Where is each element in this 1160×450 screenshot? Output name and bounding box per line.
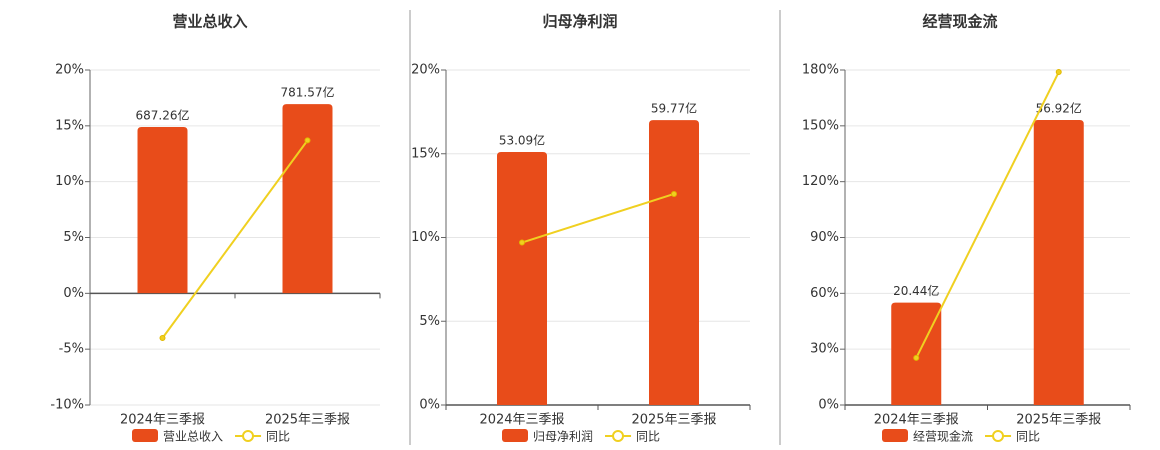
point [519,239,525,246]
point [159,335,166,341]
y-tick-label: 90% [810,230,839,245]
y-tick-label: 10% [55,174,84,189]
legend-swatch [992,430,1005,442]
chart-title: 归母净利润 [542,13,617,31]
data-label: 56.92亿 [1036,100,1082,115]
y-tick-label: 5% [419,314,440,329]
x-tick-label: 2024年三季报 [874,413,959,428]
data-label: 20.44亿 [893,283,939,298]
bar [891,302,942,405]
chart-title: 营业总收入 [172,13,247,31]
y-tick-label: 0% [818,398,839,413]
point [1055,69,1062,76]
point [913,354,920,361]
y-tick-label: 120% [802,174,839,189]
legend-label: 归母净利润 [533,430,593,444]
x-tick-label: 2025年三季报 [631,413,716,428]
y-tick-label: 0% [419,398,440,413]
y-tick-label: 15% [411,146,440,161]
line [161,139,309,339]
legend-label: 同比 [266,430,290,444]
y-tick-label: 60% [810,286,839,301]
y-tick-label: 30% [810,342,839,357]
legend-label: 营业总收入 [163,430,223,444]
y-tick-label: 0% [63,286,84,301]
y-tick-label: 20% [411,63,440,78]
data-label: 53.09亿 [499,133,545,148]
legend-swatch [502,429,528,442]
x-tick-label: 2024年三季报 [120,413,205,428]
line [521,192,675,244]
x-tick-label: 2024年三季报 [479,413,564,428]
legend-swatch [132,429,158,442]
line [915,71,1060,359]
y-tick-label: 10% [411,230,440,245]
point [671,190,677,197]
bar [1033,119,1084,406]
y-tick-label: 150% [802,118,839,133]
legend-label: 同比 [1016,430,1040,444]
point [304,137,311,144]
y-tick-label: 180% [802,63,839,78]
legend-swatch [882,429,908,442]
y-tick-label: 20% [55,63,84,78]
chart-title: 经营现金流 [922,13,997,31]
bar [282,104,333,294]
legend-swatch [242,430,255,442]
x-tick-label: 2025年三季报 [1016,413,1101,428]
bar [649,120,699,405]
legend-label: 经营现金流 [913,429,973,444]
data-label: 59.77亿 [651,101,697,116]
bar [137,126,188,294]
data-label: 781.57亿 [281,85,335,100]
y-tick-label: -5% [59,342,84,357]
data-label: 687.26亿 [136,107,190,122]
y-tick-label: 5% [63,230,84,245]
legend-label: 同比 [636,430,660,444]
legend-swatch [612,430,625,442]
bar [497,152,547,405]
y-tick-label: -10% [50,398,84,413]
y-tick-label: 15% [55,118,84,133]
x-tick-label: 2025年三季报 [265,413,350,428]
